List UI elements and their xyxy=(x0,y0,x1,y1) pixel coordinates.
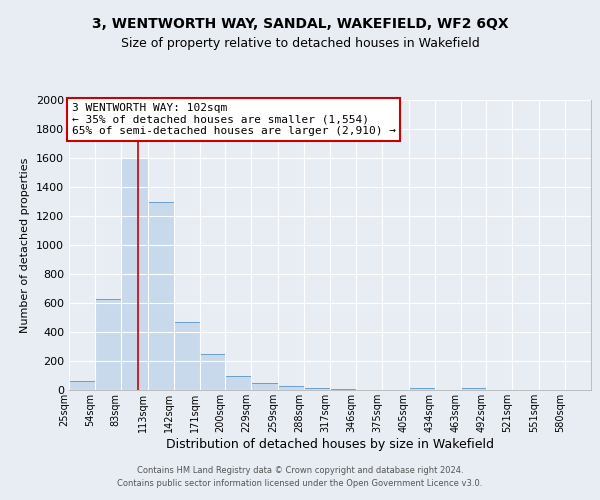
Bar xyxy=(304,388,330,390)
Bar xyxy=(69,380,95,390)
Bar xyxy=(199,354,226,390)
Bar xyxy=(95,298,121,390)
X-axis label: Distribution of detached houses by size in Wakefield: Distribution of detached houses by size … xyxy=(166,438,494,450)
Text: Contains HM Land Registry data © Crown copyright and database right 2024.
Contai: Contains HM Land Registry data © Crown c… xyxy=(118,466,482,487)
Text: 3, WENTWORTH WAY, SANDAL, WAKEFIELD, WF2 6QX: 3, WENTWORTH WAY, SANDAL, WAKEFIELD, WF2… xyxy=(92,18,508,32)
Y-axis label: Number of detached properties: Number of detached properties xyxy=(20,158,31,332)
Bar xyxy=(278,386,304,390)
Bar xyxy=(251,383,278,390)
Text: 3 WENTWORTH WAY: 102sqm
← 35% of detached houses are smaller (1,554)
65% of semi: 3 WENTWORTH WAY: 102sqm ← 35% of detache… xyxy=(71,103,395,136)
Text: Size of property relative to detached houses in Wakefield: Size of property relative to detached ho… xyxy=(121,38,479,51)
Bar xyxy=(226,376,251,390)
Bar xyxy=(461,388,487,390)
Bar xyxy=(409,388,434,390)
Bar xyxy=(173,322,199,390)
Bar xyxy=(121,158,148,390)
Bar xyxy=(148,202,173,390)
Bar xyxy=(330,388,356,390)
